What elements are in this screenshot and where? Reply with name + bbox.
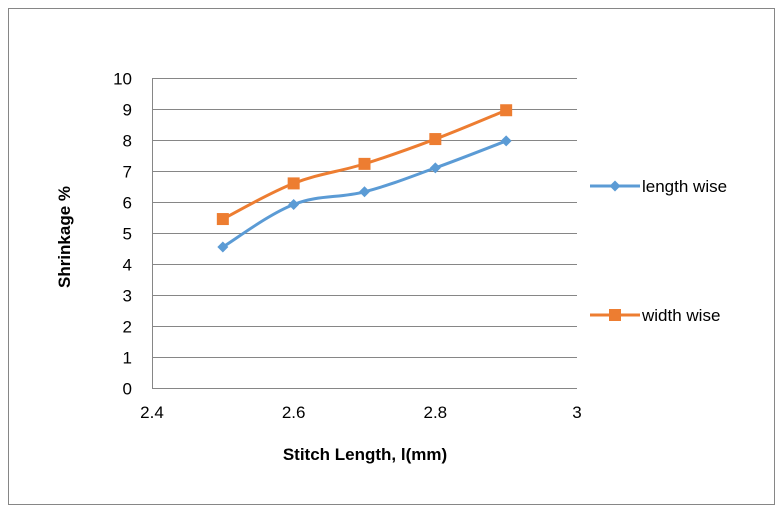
chart-border — [8, 8, 775, 505]
x-tick-label: 2.8 — [424, 403, 448, 422]
data-point — [288, 198, 300, 210]
y-tick-label: 2 — [123, 318, 132, 337]
y-tick-label: 0 — [123, 380, 132, 399]
legend-label: length wise — [642, 177, 727, 196]
data-point — [429, 162, 441, 174]
x-tick-label: 2.6 — [282, 403, 306, 422]
data-point — [287, 177, 300, 190]
y-tick-label: 6 — [123, 194, 132, 213]
x-tick-label: 2.4 — [140, 403, 164, 422]
y-axis-ticks: 0 1 2 3 4 5 6 7 8 9 10 — [113, 70, 132, 399]
y-tick-label: 9 — [123, 101, 132, 120]
legend-label: width wise — [641, 306, 720, 325]
data-point — [216, 213, 229, 226]
series-layer — [216, 104, 513, 253]
data-point — [500, 135, 512, 147]
y-tick-label: 3 — [123, 287, 132, 306]
y-axis-title: Shrinkage % — [55, 186, 74, 288]
legend-marker — [609, 309, 621, 321]
gridlines — [152, 78, 577, 389]
legend-marker — [609, 180, 621, 192]
y-tick-label: 5 — [123, 225, 132, 244]
data-point — [500, 104, 513, 117]
y-tick-label: 10 — [113, 70, 132, 89]
y-tick-label: 1 — [123, 349, 132, 368]
data-point — [217, 241, 229, 253]
x-tick-label: 3 — [572, 403, 581, 422]
x-axis-ticks: 2.4 2.6 2.8 3 — [140, 403, 582, 422]
legend: length wise width wise — [590, 177, 727, 325]
y-tick-label: 7 — [123, 163, 132, 182]
data-point — [429, 133, 442, 146]
y-tick-label: 8 — [123, 132, 132, 151]
x-axis-title: Stitch Length, l(mm) — [283, 445, 447, 464]
data-point — [359, 186, 370, 198]
y-tick-label: 4 — [123, 256, 132, 275]
data-point — [358, 157, 371, 170]
